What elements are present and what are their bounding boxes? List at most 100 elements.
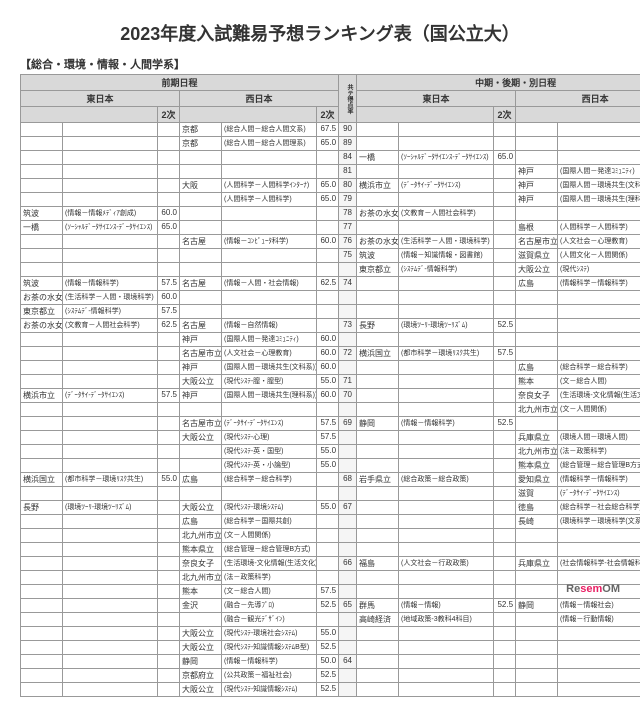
cell [63,333,158,347]
cell [222,165,317,179]
cell [399,333,494,347]
cell [494,515,516,529]
cell: 76 [339,235,357,249]
cell [21,123,63,137]
table-row: 大阪公立(現代ｼｽﾃ-知識情報ｼｽﾃﾑB型)52.5 [21,641,640,655]
cell: お茶の水女子 [21,319,63,333]
cell [399,291,494,305]
cell [516,151,558,165]
cell [357,459,399,473]
table-row: 神戸(国際人間－発達ｺﾐｭﾆﾃｨ)60.0 [21,333,640,347]
cell: 67.5 [317,123,339,137]
cell [158,487,180,501]
cell: (情報－情報ﾒﾃﾞｨｱ創成) [63,207,158,221]
cell [180,263,222,277]
cell: 滋賀県立 [516,249,558,263]
zenki-header: 前期日程 [21,75,339,91]
cell: (現代ｼｽﾃ-心理) [222,431,317,445]
cell [21,375,63,389]
cell [158,137,180,151]
cell [21,235,63,249]
cell [494,235,516,249]
cell [494,403,516,417]
cell [158,263,180,277]
cell: (文教育－人間社会科学) [63,319,158,333]
cell: 長野 [21,501,63,515]
cell [494,473,516,487]
east-header-2: 東日本 [357,91,516,107]
cell: (現代ｼｽﾃ-環境社会ｼｽﾃﾑ) [222,627,317,641]
cell: 79 [339,193,357,207]
cell: 73 [339,319,357,333]
cell [317,487,339,501]
west-header-2: 西日本 [516,91,640,107]
cell: (総合政策－総合政策) [399,473,494,487]
east-header-1: 東日本 [21,91,180,107]
cell: (人文社会－行政政策) [399,557,494,571]
cell: 筑波 [357,249,399,263]
cell: 70 [339,389,357,403]
cell [21,445,63,459]
cell: (現代ｼｽﾃ-英・国型) [222,445,317,459]
cell [399,165,494,179]
cell [158,501,180,515]
table-row: 名古屋市立(ﾃﾞｰﾀｻｲ-ﾃﾞｰﾀｻｲｴﾝｽ)57.569静岡(情報－情報科学)… [21,417,640,431]
cell [339,627,357,641]
cell [21,431,63,445]
cell: (ｼｽﾃﾑﾃﾞ-情報科学) [399,263,494,277]
cell [158,361,180,375]
cell [63,571,158,585]
cell [339,613,357,627]
cell [158,123,180,137]
cell: 兵庫県立 [516,557,558,571]
cell [494,613,516,627]
cell [399,459,494,473]
cell: 60.0 [158,291,180,305]
cell [558,305,640,319]
cell: 77 [339,221,357,235]
cell [357,627,399,641]
cell: 福島 [357,557,399,571]
table-row: 東京都立(ｼｽﾃﾑﾃﾞ-情報科学)57.5 [21,305,640,319]
cell [180,193,222,207]
cell: 横浜国立 [357,347,399,361]
cell [339,291,357,305]
cell [494,683,516,697]
cell [357,361,399,375]
cell [558,529,640,543]
table-row: (現代ｼｽﾃ-英・小論型)55.0熊本県立(総合管理－総合管理B方式) [21,459,640,473]
cell: (ﾃﾞｰﾀｻｲ-ﾃﾞｰﾀｻｲｴﾝｽ) [558,487,640,501]
cell: 78 [339,207,357,221]
cell: (ﾃﾞｰﾀｻｲ-ﾃﾞｰﾀｻｲｴﾝｽ) [399,179,494,193]
cell: 55.0 [317,445,339,459]
cell: 60.0 [317,389,339,403]
cell [558,627,640,641]
table-row: 奈良女子(生活環境-文化情報(生活文化))66福島(人文社会－行政政策)兵庫県立… [21,557,640,571]
cell: 57.5 [317,417,339,431]
cell [63,417,158,431]
cell [158,193,180,207]
cell: 60.0 [317,235,339,249]
cell: 52.5 [494,319,516,333]
cell: 筑波 [21,277,63,291]
cell: 北九州市立 [516,445,558,459]
cell: 静岡 [357,417,399,431]
cell [399,487,494,501]
cell [180,445,222,459]
cell [516,529,558,543]
cell [494,263,516,277]
cell [558,333,640,347]
cell [158,179,180,193]
cell [399,669,494,683]
table-row: (融合－観光ﾃﾞｻﾞｲﾝ)高崎経済(地域政策-3教科4科目)(情報－行動情報) [21,613,640,627]
cell: (環境ﾂｰﾘ-環境ﾂｰﾘｽﾞﾑ) [399,319,494,333]
cell: 広島 [180,515,222,529]
cell: 東京都立 [357,263,399,277]
cell [399,655,494,669]
table-row: 滋賀(ﾃﾞｰﾀｻｲ-ﾃﾞｰﾀｻｲｴﾝｽ)55.0 [21,487,640,501]
cell: (総合管理－総合管理B方式) [222,543,317,557]
cell [158,165,180,179]
cell [516,655,558,669]
cell: (情報－情報科学) [222,655,317,669]
cell [317,613,339,627]
